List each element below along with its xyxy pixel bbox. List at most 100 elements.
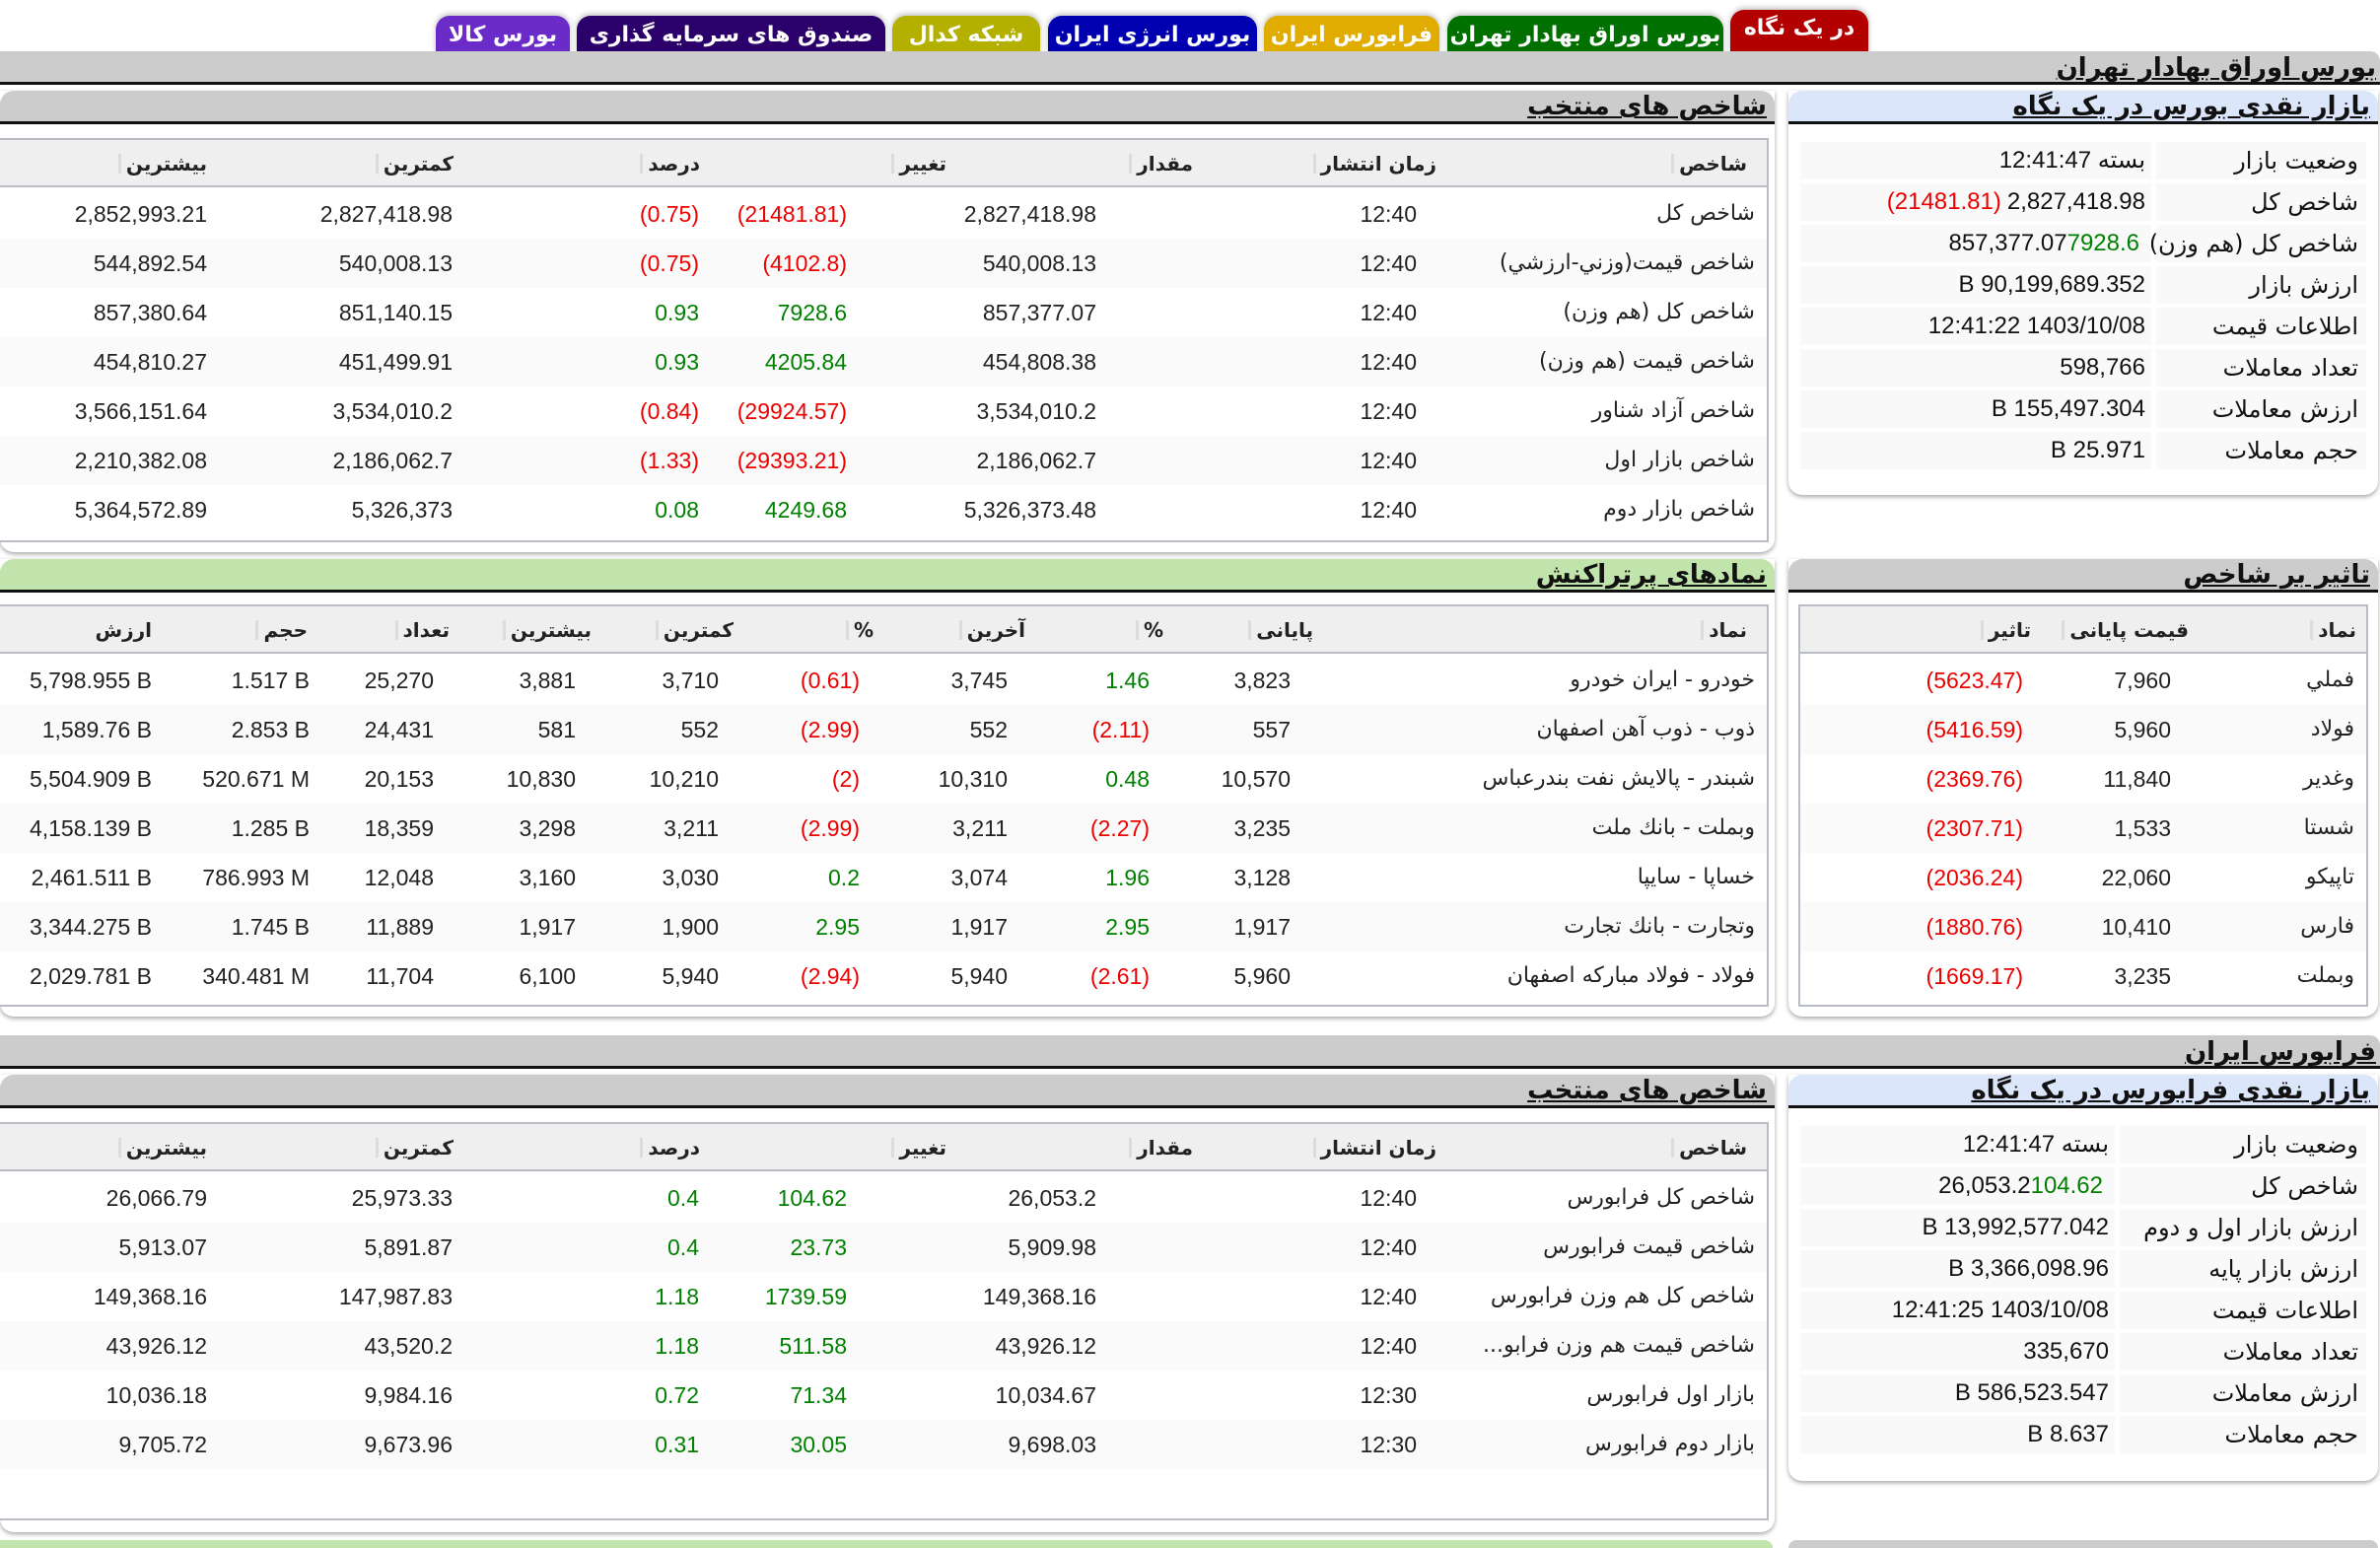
index-name[interactable]: شاخص قیمت(وزني-ارزشي) [1499, 250, 1755, 275]
table-row[interactable]: وبملت 3,235 (1669.17) [1800, 951, 2366, 1001]
index-name[interactable]: شاخص قیمت هم وزن فرابو... [1482, 1333, 1755, 1358]
col-symbol[interactable]: نماد [1701, 606, 1747, 654]
overview-row: اطلاعات قیمت 1403/10/08 12:41:25 [1800, 1292, 2366, 1329]
tab-energy-exchange[interactable]: بورس انرژی ایران [1048, 16, 1257, 55]
symbol-name[interactable]: خودرو - ایران خودرو [1570, 668, 1755, 692]
index-name[interactable]: شاخص کل هم وزن فرابورس [1490, 1284, 1755, 1308]
impact-symbol[interactable]: فارس [2300, 914, 2354, 939]
table-row[interactable]: شاخص کل هم وزن فرابورس 12:40 149,368.16 173… [0, 1272, 1767, 1321]
col-count[interactable]: تعداد [394, 606, 450, 654]
index-percent: (0.75) [639, 201, 699, 227]
table-row[interactable]: وبملت - بانك ملت 3,235 (2.27) 3,211 (2.99) 3,… [0, 804, 1767, 853]
col-max[interactable]: بیشترین [117, 1124, 207, 1171]
symbol-name[interactable]: وبملت - بانك ملت [1591, 815, 1755, 840]
table-row[interactable]: فارس 10,410 (1880.76) [1800, 902, 2366, 951]
index-name[interactable]: شاخص کل (هم وزن) [1563, 300, 1755, 324]
index-name[interactable]: شاخص کل فرابورس [1567, 1185, 1755, 1210]
col-min[interactable]: کمترین [655, 606, 734, 654]
table-row[interactable]: بازار دوم فرابورس 12:30 9,698.03 30.05 0.31 9… [0, 1420, 1767, 1469]
symbol-name[interactable]: ذوب - ذوب آهن اصفهان [1536, 717, 1755, 741]
index-name[interactable]: شاخص آزاد شناور [1591, 398, 1755, 423]
table-row[interactable]: شاخص بازار دوم 12:40 5,326,373.48 4249.68 0.… [0, 485, 1767, 534]
table-row[interactable]: خودرو - ایران خودرو 3,823 1.46 3,745 (0.61) 3… [0, 656, 1767, 705]
col-last-pct[interactable]: % [845, 606, 874, 654]
tab-tehran-stock-exchange[interactable]: بورس اوراق بهادار تهران [1447, 16, 1723, 55]
tab-codal[interactable]: شبکه کدال [892, 16, 1040, 55]
table-row[interactable]: فملي 7,960 (5623.47) [1800, 656, 2366, 705]
impact-symbol[interactable]: وبملت [2296, 963, 2354, 988]
col-last[interactable]: آخرین [958, 606, 1025, 654]
table-row[interactable]: وتجارت - بانك تجارت 1,917 2.95 1,917 2.95 1,9… [0, 902, 1767, 951]
impact-symbol[interactable]: فملي [2306, 668, 2354, 692]
publish-time: 12:40 [1360, 349, 1417, 375]
col-value[interactable]: مقدار [1129, 140, 1193, 187]
table-row[interactable]: شاخص بازار اول 12:40 2,186,062.7 (29393.21)… [0, 436, 1767, 485]
col-min[interactable]: کمترین [375, 140, 454, 187]
close-price: 10,570 [1221, 766, 1291, 792]
tab-farabourse[interactable]: فرابورس ایران [1264, 16, 1439, 55]
col-value[interactable]: ارزش [95, 618, 152, 642]
impact-symbol[interactable]: شستا [2303, 815, 2354, 840]
index-name[interactable]: بازار دوم فرابورس [1585, 1432, 1755, 1456]
table-row[interactable]: شاخص کل فرابورس 12:40 26,053.2 104.62 0.4 25,… [0, 1173, 1767, 1223]
index-change: 30.05 [790, 1432, 847, 1457]
table-row[interactable]: شاخص قیمت(وزني-ارزشي) 12:40 540,008.13 (410… [0, 239, 1767, 288]
symbol-name[interactable]: شبندر - پالایش نفت بندرعباس [1482, 766, 1755, 791]
table-row[interactable]: شاخص آزاد شناور 12:40 3,534,010.2 (29924.57… [0, 387, 1767, 436]
table-row[interactable]: شاخص قیمت فرابورس 12:40 5,909.98 23.73 0.4 5,… [0, 1223, 1767, 1272]
tab-commodity-exchange[interactable]: بورس کالا [436, 16, 570, 55]
table-row[interactable]: خساپا - سايپا 3,128 1.96 3,074 0.2 3,030 3,160… [0, 853, 1767, 902]
table-row[interactable]: شاخص قیمت (هم وزن) 12:40 454,808.38 4205.84… [0, 337, 1767, 387]
index-name[interactable]: شاخص قیمت فرابورس [1543, 1234, 1755, 1259]
table-row[interactable]: وغدير 11,840 (2369.76) [1800, 754, 2366, 804]
table-row[interactable]: بازار اول فرابورس 12:30 10,034.67 71.34 0.72… [0, 1371, 1767, 1420]
max-price: 3,298 [519, 815, 576, 841]
tab-at-a-glance[interactable]: در یک نگاه [1730, 10, 1868, 55]
last-price: 552 [969, 717, 1008, 742]
close-percent: (2.61) [1089, 963, 1150, 989]
index-name[interactable]: شاخص بازار اول [1604, 448, 1755, 472]
table-row[interactable]: تاپيكو 22,060 (2036.24) [1800, 853, 2366, 902]
impact-symbol[interactable]: تاپيكو [2305, 865, 2354, 889]
impact-symbol[interactable]: وغدير [2303, 766, 2354, 791]
trade-volume: 340.481 M [202, 963, 310, 989]
index-name[interactable]: شاخص قیمت (هم وزن) [1539, 349, 1755, 374]
symbol-name[interactable]: فولاد - فولاد مباركه اصفهان [1506, 963, 1755, 988]
col-close-pct[interactable]: % [1135, 606, 1163, 654]
col-max[interactable]: بیشترین [117, 140, 207, 187]
table-row[interactable]: فولاد 5,960 (5416.59) [1800, 705, 2366, 754]
col-time[interactable]: زمان انتشار [1312, 140, 1436, 187]
col-min[interactable]: کمترین [375, 1124, 454, 1171]
col-percent[interactable]: درصد [640, 1124, 700, 1171]
col-percent[interactable]: درصد [640, 140, 700, 187]
table-row[interactable]: شاخص قیمت هم وزن فرابو... 12:40 43,926.12 5… [0, 1321, 1767, 1371]
col-index[interactable]: شاخص [1671, 1124, 1747, 1171]
col-change[interactable]: تغییر [891, 140, 946, 187]
col-value[interactable]: مقدار [1129, 1124, 1193, 1171]
table-row[interactable]: شاخص کل (هم وزن) 12:40 857,377.07 7928.6 0.9… [0, 288, 1767, 337]
col-close[interactable]: پایانی [1248, 606, 1313, 654]
table-row[interactable]: شبندر - پالایش نفت بندرعباس 10,570 0.48 10,… [0, 754, 1767, 804]
tse-impact-title: تاثیر بر شاخص [2183, 560, 2370, 590]
table-row[interactable]: شاخص کل 12:40 2,827,418.98 (21481.81) (0.75)… [0, 189, 1767, 239]
col-max[interactable]: بیشترین [502, 606, 592, 654]
symbol-name[interactable]: خساپا - سايپا [1637, 865, 1755, 889]
col-symbol[interactable]: نماد [2310, 606, 2356, 654]
overview-row: حجم معاملات 25.971 B [1800, 432, 2366, 469]
col-time[interactable]: زمان انتشار [1312, 1124, 1436, 1171]
table-row[interactable]: ذوب - ذوب آهن اصفهان 557 (2.11) 552 (2.99) 55… [0, 705, 1767, 754]
impact-symbol[interactable]: فولاد [2310, 717, 2354, 741]
index-name[interactable]: شاخص بازار دوم [1603, 497, 1755, 522]
col-impact[interactable]: تاثیر [1980, 606, 2031, 654]
tab-investment-funds[interactable]: صندوق های سرمایه گذاری [577, 16, 885, 55]
index-name[interactable]: شاخص کل [1656, 201, 1755, 226]
col-close-price[interactable]: قیمت پایانی [2062, 606, 2189, 654]
table-row[interactable]: شستا 1,533 (2307.71) [1800, 804, 2366, 853]
col-change[interactable]: تغییر [891, 1124, 946, 1171]
table-row[interactable]: فولاد - فولاد مباركه اصفهان 5,960 (2.61) 5,… [0, 951, 1767, 1001]
overview-row: شاخص کل 2,827,418.98(21481.81) [1800, 183, 2366, 221]
index-name[interactable]: بازار اول فرابورس [1586, 1382, 1755, 1407]
col-volume[interactable]: حجم [255, 606, 308, 654]
col-index[interactable]: شاخص [1671, 140, 1747, 187]
symbol-name[interactable]: وتجارت - بانك تجارت [1564, 914, 1755, 939]
